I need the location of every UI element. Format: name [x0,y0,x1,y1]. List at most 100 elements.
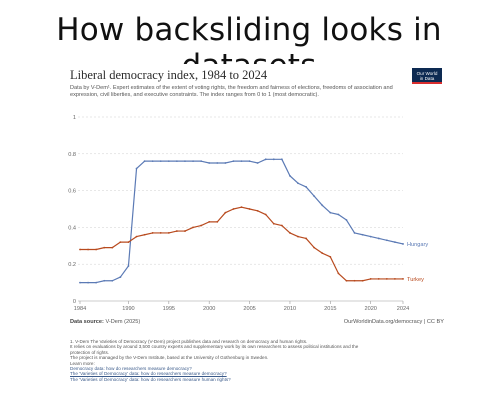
data-point-hungary [79,281,81,284]
data-point-hungary [337,213,340,216]
data-point-turkey [256,209,259,212]
footnote-link[interactable]: Democracy data: how do researchers measu… [70,366,192,372]
data-point-turkey [216,220,219,223]
data-point-hungary [184,160,186,163]
x-tick-label: 2020 [364,306,376,312]
data-point-hungary [95,281,98,284]
data-point-hungary [289,174,291,177]
data-point-turkey [119,241,122,244]
line-chart: 0 0.2 0.4 0.6 0.8 1 1984 1990 1995 2000 2005 2010 20… [68,115,428,312]
data-point-turkey [167,232,170,234]
data-point-hungary [192,160,194,163]
logo-line-1: Our World [416,71,438,76]
chart-title: Liberal democracy index, 1984 to 2024 [70,68,268,82]
data-point-turkey [127,241,130,244]
data-point-turkey [159,232,162,234]
footnote-line: Learn more: [70,360,95,366]
data-point-turkey [272,222,275,225]
owid-logo[interactable]: Our World in Data [412,68,442,84]
x-tick-label: 2015 [324,306,336,312]
data-point-hungary [143,160,146,163]
data-point-turkey [297,235,299,238]
y-tick-label: 1 [73,115,76,121]
data-point-turkey [143,233,146,236]
data-point-hungary [216,162,219,164]
footnote-line: protection of rights. [70,349,110,355]
data-point-turkey [135,235,138,238]
data-point-turkey [184,230,186,232]
data-point-hungary [353,232,356,234]
series-line-turkey [80,206,403,282]
chart-card: Liberal democracy index, 1984 to 2024 Da… [66,64,450,400]
x-tick-label: 1990 [122,306,134,312]
series-label-hungary: Hungary [407,242,428,248]
data-point-turkey [224,211,227,214]
x-tick-label: 2024 [397,306,409,312]
data-point-turkey [192,226,194,229]
y-tick-label: 0.2 [68,262,76,268]
data-point-turkey [111,246,114,249]
x-tick-label: 2010 [284,306,296,312]
data-point-hungary [232,160,235,163]
data-point-turkey [385,278,388,280]
data-point-turkey [280,224,283,227]
y-tick-label: 0 [73,299,76,305]
logo-line-2: in Data [419,76,435,81]
data-point-turkey [208,220,211,223]
data-point-hungary [111,279,114,282]
data-point-turkey [87,248,89,251]
data-point-hungary [119,276,122,278]
data-point-hungary [329,211,332,214]
data-point-hungary [297,182,299,185]
data-point-hungary [159,160,162,163]
x-tick-label: 1984 [74,306,86,312]
data-point-hungary [377,237,380,240]
owid-url-link[interactable]: OurWorldinData.org/democracy | CC BY [343,319,444,325]
data-point-hungary [402,243,404,245]
data-point-turkey [248,208,251,210]
data-point-hungary [394,241,396,244]
footnote-line: It relies on evaluations by around 3,500… [70,344,359,350]
y-tick-label: 0.8 [68,152,76,158]
data-point-hungary [135,167,138,170]
data-point-turkey [176,230,178,232]
data-point-turkey [337,272,340,275]
data-point-hungary [272,158,275,161]
data-point-hungary [345,219,348,221]
x-tick-label: 2000 [203,306,215,312]
data-point-hungary [313,195,316,198]
data-point-hungary [103,279,106,282]
data-point-hungary [224,162,227,164]
data-point-turkey [95,248,98,251]
footnote-link[interactable]: The 'Varieties of Democracy' data: how d… [70,371,227,377]
data-point-hungary [87,281,89,284]
data-point-hungary [127,265,130,267]
data-point-hungary [361,233,364,236]
data-point-turkey [369,278,372,280]
data-source: Data source: V-Dem (2025) [70,319,140,325]
data-point-turkey [361,279,364,282]
footnotes: 1. V-Dem The Varieties of Democracy (V-D… [70,339,440,382]
series-label-turkey: Turkey [407,277,424,283]
footnote-line: 1. V-Dem The Varieties of Democracy (V-D… [70,339,308,344]
x-tick-label: 1995 [163,306,175,312]
y-tick-label: 0.6 [68,189,76,195]
data-point-hungary [305,186,307,188]
data-point-turkey [240,206,243,209]
y-tick-label: 0.4 [68,225,76,231]
data-source-text: V-Dem (2025) [105,319,141,325]
x-tick-label: 2005 [243,306,255,312]
data-point-turkey [353,279,356,282]
footnote-link[interactable]: The 'Varieties of Democracy' data: how d… [70,376,231,382]
data-point-hungary [385,239,388,242]
data-point-hungary [176,160,178,163]
data-point-hungary [200,160,203,163]
data-point-turkey [377,278,380,280]
data-point-turkey [321,252,324,255]
data-point-turkey [313,246,316,249]
data-point-turkey [402,278,404,280]
data-point-turkey [329,255,332,258]
data-point-hungary [240,160,243,163]
data-point-turkey [264,213,267,216]
data-point-turkey [394,278,396,280]
